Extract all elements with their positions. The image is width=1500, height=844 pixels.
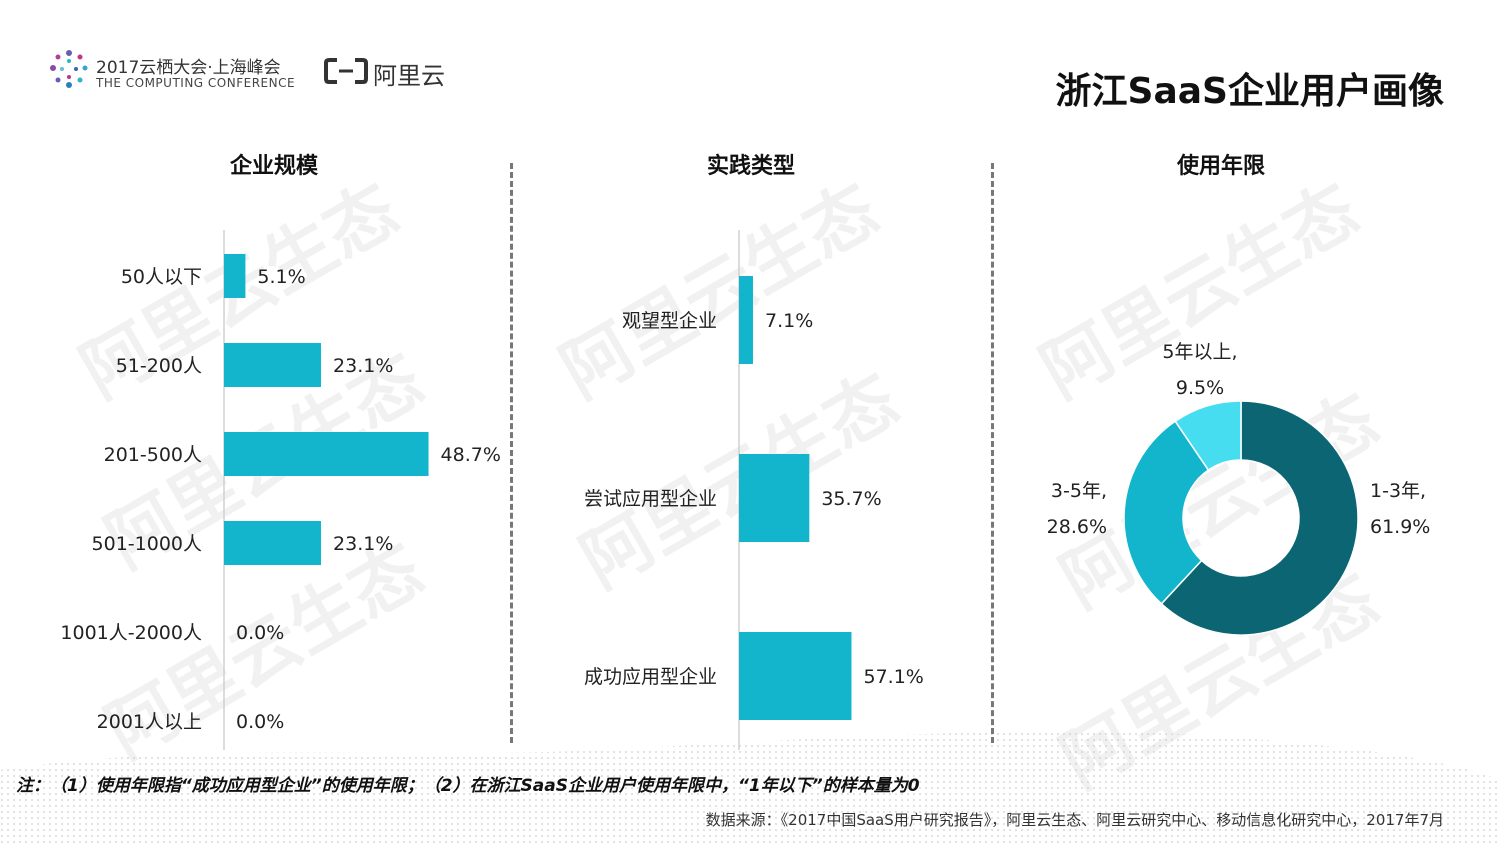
enterprise-size-bar-chart: 50人以下 5.1% 51-200人 23.1% 201-500人 48.7% 501-10… (60, 230, 501, 750)
panel-divider (991, 163, 994, 743)
category-label: 2001人以上 (97, 711, 202, 733)
bar (224, 343, 322, 387)
bar (739, 276, 753, 364)
value-label: 57.1% (863, 666, 923, 688)
donut-slice (1174, 400, 1242, 472)
value-label: 48.7% (441, 444, 501, 466)
slice-label: 1-3年, (1370, 480, 1426, 502)
category-label: 成功应用型企业 (584, 666, 717, 688)
category-label: 50人以下 (121, 266, 202, 288)
aliyun-brand: 阿里云 (373, 62, 445, 90)
bar (224, 254, 246, 298)
bar (739, 454, 810, 542)
data-source: 数据来源：《2017中国SaaS用户研究报告》，阿里云生态、阿里云研究中心、移动… (705, 811, 1444, 829)
slice-label: 61.9% (1370, 516, 1430, 538)
value-label: 0.0% (236, 711, 284, 733)
value-label: 5.1% (257, 266, 305, 288)
category-label: 501-1000人 (92, 533, 202, 555)
value-label: 23.1% (333, 355, 393, 377)
conference-logo-icon (50, 50, 88, 88)
donut-slice (1123, 420, 1210, 605)
panel-divider (510, 163, 513, 743)
practice-type-bar-chart: 观望型企业 7.1% 尝试应用型企业 35.7% 成功应用型企业 57.1% (584, 230, 924, 750)
category-label: 尝试应用型企业 (584, 488, 717, 510)
category-label: 1001人-2000人 (60, 622, 202, 644)
page-title: 浙江SaaS企业用户画像 (1055, 71, 1444, 112)
dotted-wave-decoration (0, 731, 1500, 844)
category-label: 51-200人 (116, 355, 202, 377)
donut-slice (1160, 400, 1359, 636)
conference-name: 2017云栖大会·上海峰会 (96, 58, 281, 78)
panel-title-practice-type: 实践类型 (706, 154, 795, 179)
slice-label: 28.6% (1047, 516, 1107, 538)
value-label: 23.1% (333, 533, 393, 555)
aliyun-logo-icon (324, 58, 368, 84)
slice-label: 3-5年, (1051, 480, 1107, 502)
bar (224, 432, 429, 476)
value-label: 7.1% (765, 310, 813, 332)
bar (739, 632, 852, 720)
value-label: 0.0% (236, 622, 284, 644)
conference-subtitle: THE COMPUTING CONFERENCE (96, 76, 296, 90)
slice-label: 5年以上, (1162, 341, 1237, 363)
footnote: 注：（1）使用年限指“成功应用型企业”的使用年限；（2）在浙江SaaS企业用户使… (16, 776, 920, 796)
category-label: 201-500人 (104, 444, 202, 466)
bar (224, 521, 322, 565)
panel-title-enterprise-size: 企业规模 (229, 154, 318, 179)
usage-years-donut-chart: 1-3年, 61.9% 3-5年, 28.6% 5年以上, 9.5% (1047, 341, 1430, 636)
panel-title-usage-years: 使用年限 (1176, 154, 1265, 179)
category-label: 观望型企业 (622, 310, 717, 332)
value-label: 35.7% (821, 488, 881, 510)
slice-label: 9.5% (1176, 377, 1224, 399)
